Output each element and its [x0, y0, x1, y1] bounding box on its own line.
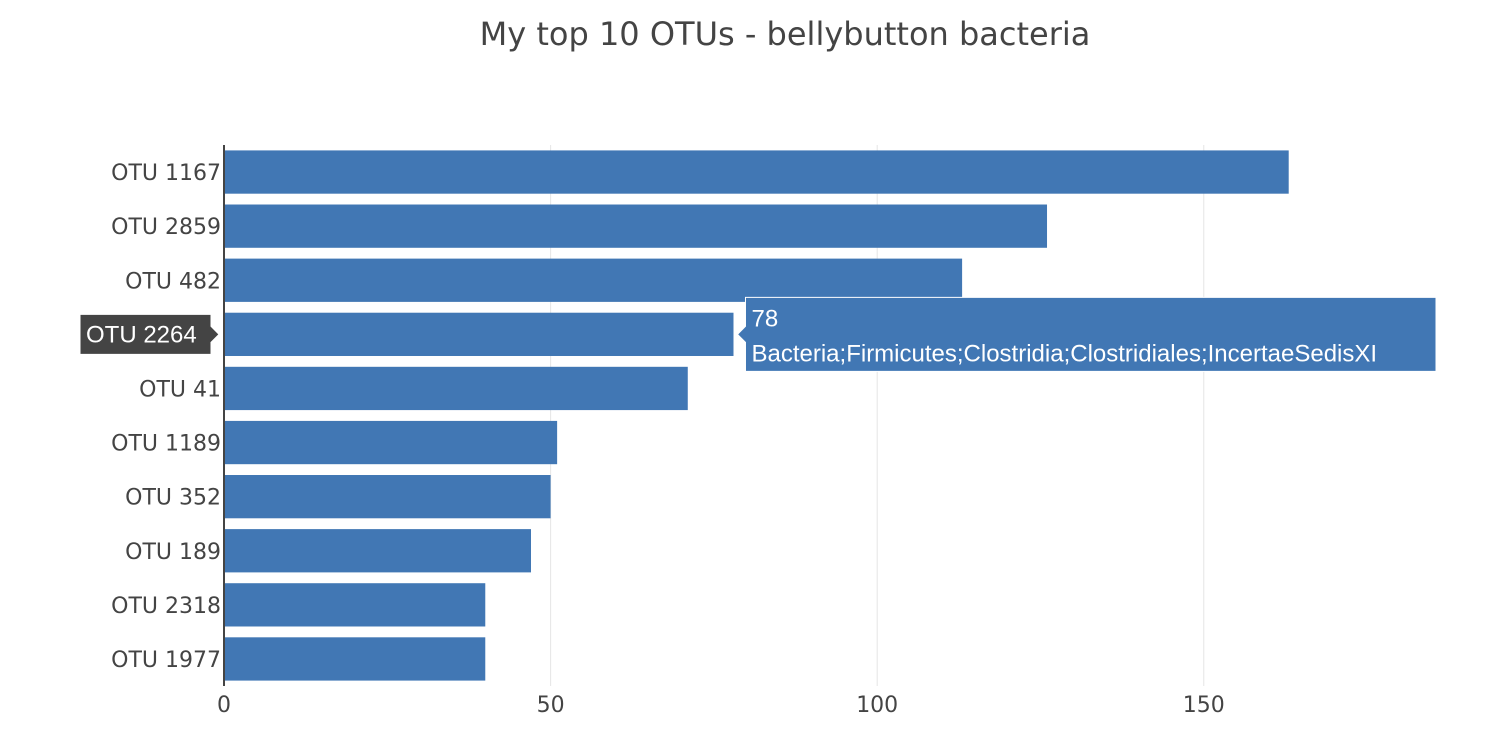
- bar[interactable]: [224, 583, 486, 627]
- y-axis-tick-labels: OTU 1167 OTU 2859 OTU 482 OTU 41 OTU 1189 OTU…: [111, 161, 221, 673]
- y-tick-label: OTU 41: [139, 377, 221, 402]
- hover-y-label-box: [79, 313, 220, 355]
- bar[interactable]: [224, 420, 558, 465]
- x-tick-label: 150: [1183, 693, 1225, 718]
- x-axis-tick-labels: 0 50 100 150: [217, 693, 1225, 718]
- y-tick-label: OTU 1189: [111, 432, 221, 457]
- bar[interactable]: [224, 258, 963, 302]
- bar[interactable]: [224, 312, 734, 356]
- y-tick-label: OTU 352: [125, 486, 221, 511]
- bars: [224, 150, 1289, 681]
- bar[interactable]: [224, 475, 551, 519]
- y-tick-label: OTU 2318: [111, 594, 221, 619]
- hover-tooltip: OTU 2264 78 Bacteria;Firmicutes;Clostridia…: [79, 296, 1437, 372]
- y-tick-label: OTU 482: [125, 269, 221, 294]
- x-tick-label: 50: [537, 693, 565, 718]
- x-tick-label: 100: [856, 693, 898, 718]
- bar[interactable]: [224, 150, 1289, 194]
- hover-taxonomy-label: Bacteria;Firmicutes;Clostridia;Clostridi…: [751, 340, 1377, 367]
- hover-value: 78: [751, 305, 778, 332]
- y-tick-label: OTU 189: [125, 540, 221, 565]
- bar[interactable]: [224, 529, 531, 573]
- bar[interactable]: [224, 637, 486, 681]
- chart-title: My top 10 OTUs - bellybutton bacteria: [480, 15, 1091, 53]
- bar[interactable]: [224, 366, 688, 411]
- x-tick-label: 0: [217, 693, 231, 718]
- hover-y-label: OTU 2264: [86, 321, 197, 348]
- bar[interactable]: [224, 204, 1048, 248]
- y-tick-label: OTU 2859: [111, 215, 221, 240]
- y-tick-label: OTU 1977: [111, 648, 221, 673]
- hover-tooltip-box: [736, 296, 1437, 372]
- y-tick-label: OTU 1167: [111, 161, 221, 186]
